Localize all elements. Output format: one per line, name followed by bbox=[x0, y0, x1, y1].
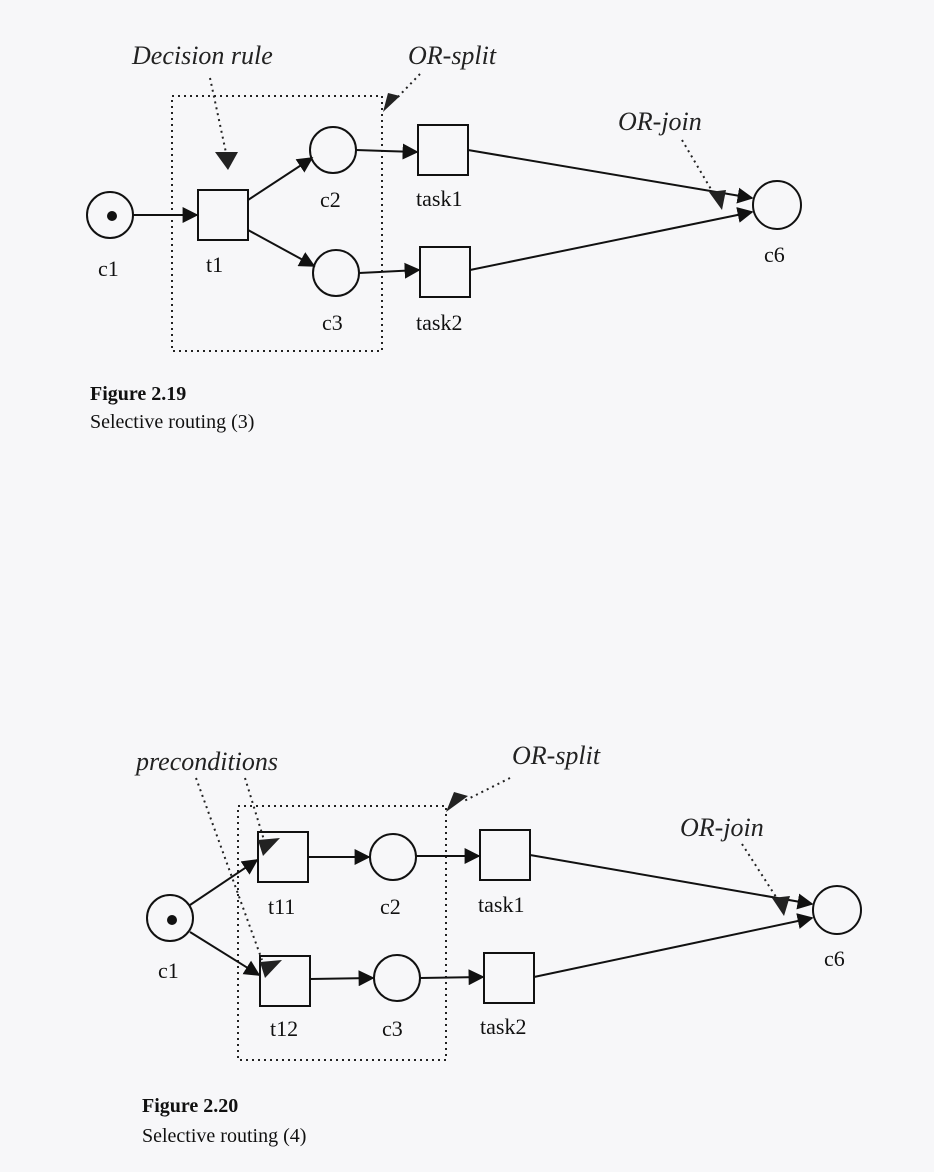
arc-c1-t11 bbox=[189, 859, 259, 906]
label-c1: c1 bbox=[98, 256, 119, 281]
place-c2 bbox=[369, 833, 417, 881]
label-c6: c6 bbox=[824, 946, 845, 971]
label-c6: c6 bbox=[764, 242, 785, 267]
transition-task1 bbox=[479, 829, 531, 881]
pointer-or-split-b bbox=[461, 777, 511, 803]
label-t1: t1 bbox=[206, 252, 223, 277]
pointer-or-split-a bbox=[394, 73, 421, 101]
arc-t12-c3 bbox=[309, 970, 375, 987]
arc-t1-c3 bbox=[247, 229, 316, 267]
pointer-or-join-a bbox=[681, 139, 716, 197]
arc-c3-task2 bbox=[358, 262, 421, 279]
or-split-box bbox=[237, 805, 447, 1061]
arc-c3-task2 bbox=[419, 969, 485, 986]
annotation-or-split: OR-split bbox=[408, 41, 497, 70]
label-c2: c2 bbox=[320, 187, 341, 212]
label-t12: t12 bbox=[270, 1016, 298, 1041]
transition-task2 bbox=[419, 246, 471, 298]
pointer-or-split-a-head bbox=[383, 93, 400, 112]
transition-t12 bbox=[259, 955, 311, 1007]
annotation-or-join: OR-join bbox=[680, 813, 764, 842]
pointer-preconditions-2-head bbox=[260, 960, 282, 978]
place-c3 bbox=[312, 249, 360, 297]
pointer-or-split-b-head bbox=[446, 792, 468, 812]
arc-t1-c2 bbox=[247, 157, 314, 201]
pointer-or-join-a-head bbox=[709, 190, 726, 210]
label-task2: task2 bbox=[480, 1014, 526, 1039]
pointer-preconditions-2 bbox=[195, 777, 263, 961]
label-c3: c3 bbox=[322, 310, 343, 335]
arc-c1-t12 bbox=[189, 931, 261, 976]
or-split-box bbox=[171, 95, 383, 352]
label-task2: task2 bbox=[416, 310, 462, 335]
place-c6 bbox=[752, 180, 802, 230]
arc-task2-c6 bbox=[533, 913, 814, 978]
transition-task1 bbox=[417, 124, 469, 176]
annotation-preconditions: preconditions bbox=[134, 747, 278, 776]
pointer-preconditions-1 bbox=[244, 777, 265, 841]
arc-task1-c6 bbox=[529, 854, 814, 910]
transition-task2 bbox=[483, 952, 535, 1004]
label-t11: t11 bbox=[268, 894, 295, 919]
label-task1: task1 bbox=[478, 892, 524, 917]
place-c3 bbox=[373, 954, 421, 1002]
pointer-or-join-b-head bbox=[772, 896, 790, 916]
arc-c2-task1 bbox=[355, 143, 419, 160]
caption-subtitle: Selective routing (3) bbox=[90, 411, 254, 433]
annotation-or-join: OR-join bbox=[618, 107, 702, 136]
arc-task1-c6 bbox=[467, 149, 754, 204]
token-c1 bbox=[107, 211, 117, 221]
label-c1: c1 bbox=[158, 958, 179, 983]
pointer-preconditions-1-head bbox=[258, 838, 280, 856]
token-c1 bbox=[167, 915, 177, 925]
pointer-or-join-b bbox=[741, 843, 779, 901]
caption-title: Figure 2.20 bbox=[142, 1095, 238, 1117]
label-c2: c2 bbox=[380, 894, 401, 919]
label-c3: c3 bbox=[382, 1016, 403, 1041]
transition-t1 bbox=[197, 189, 249, 241]
caption-title: Figure 2.19 bbox=[90, 383, 186, 405]
place-c2 bbox=[309, 126, 357, 174]
figure-2-19: Decision rule OR-split OR-join c1 t1 c2 … bbox=[86, 41, 802, 433]
annotation-decision-rule: Decision rule bbox=[131, 41, 273, 70]
pointer-decision-rule-head bbox=[215, 152, 238, 170]
annotation-or-split: OR-split bbox=[512, 741, 601, 770]
pointer-decision-rule bbox=[209, 77, 229, 163]
label-task1: task1 bbox=[416, 186, 462, 211]
place-c1 bbox=[146, 894, 194, 942]
caption-subtitle: Selective routing (4) bbox=[142, 1125, 306, 1147]
place-c6 bbox=[812, 885, 862, 935]
arc-task2-c6 bbox=[469, 207, 754, 271]
figure-2-20: preconditions OR-split OR-join c1 t11 c2… bbox=[134, 741, 862, 1147]
